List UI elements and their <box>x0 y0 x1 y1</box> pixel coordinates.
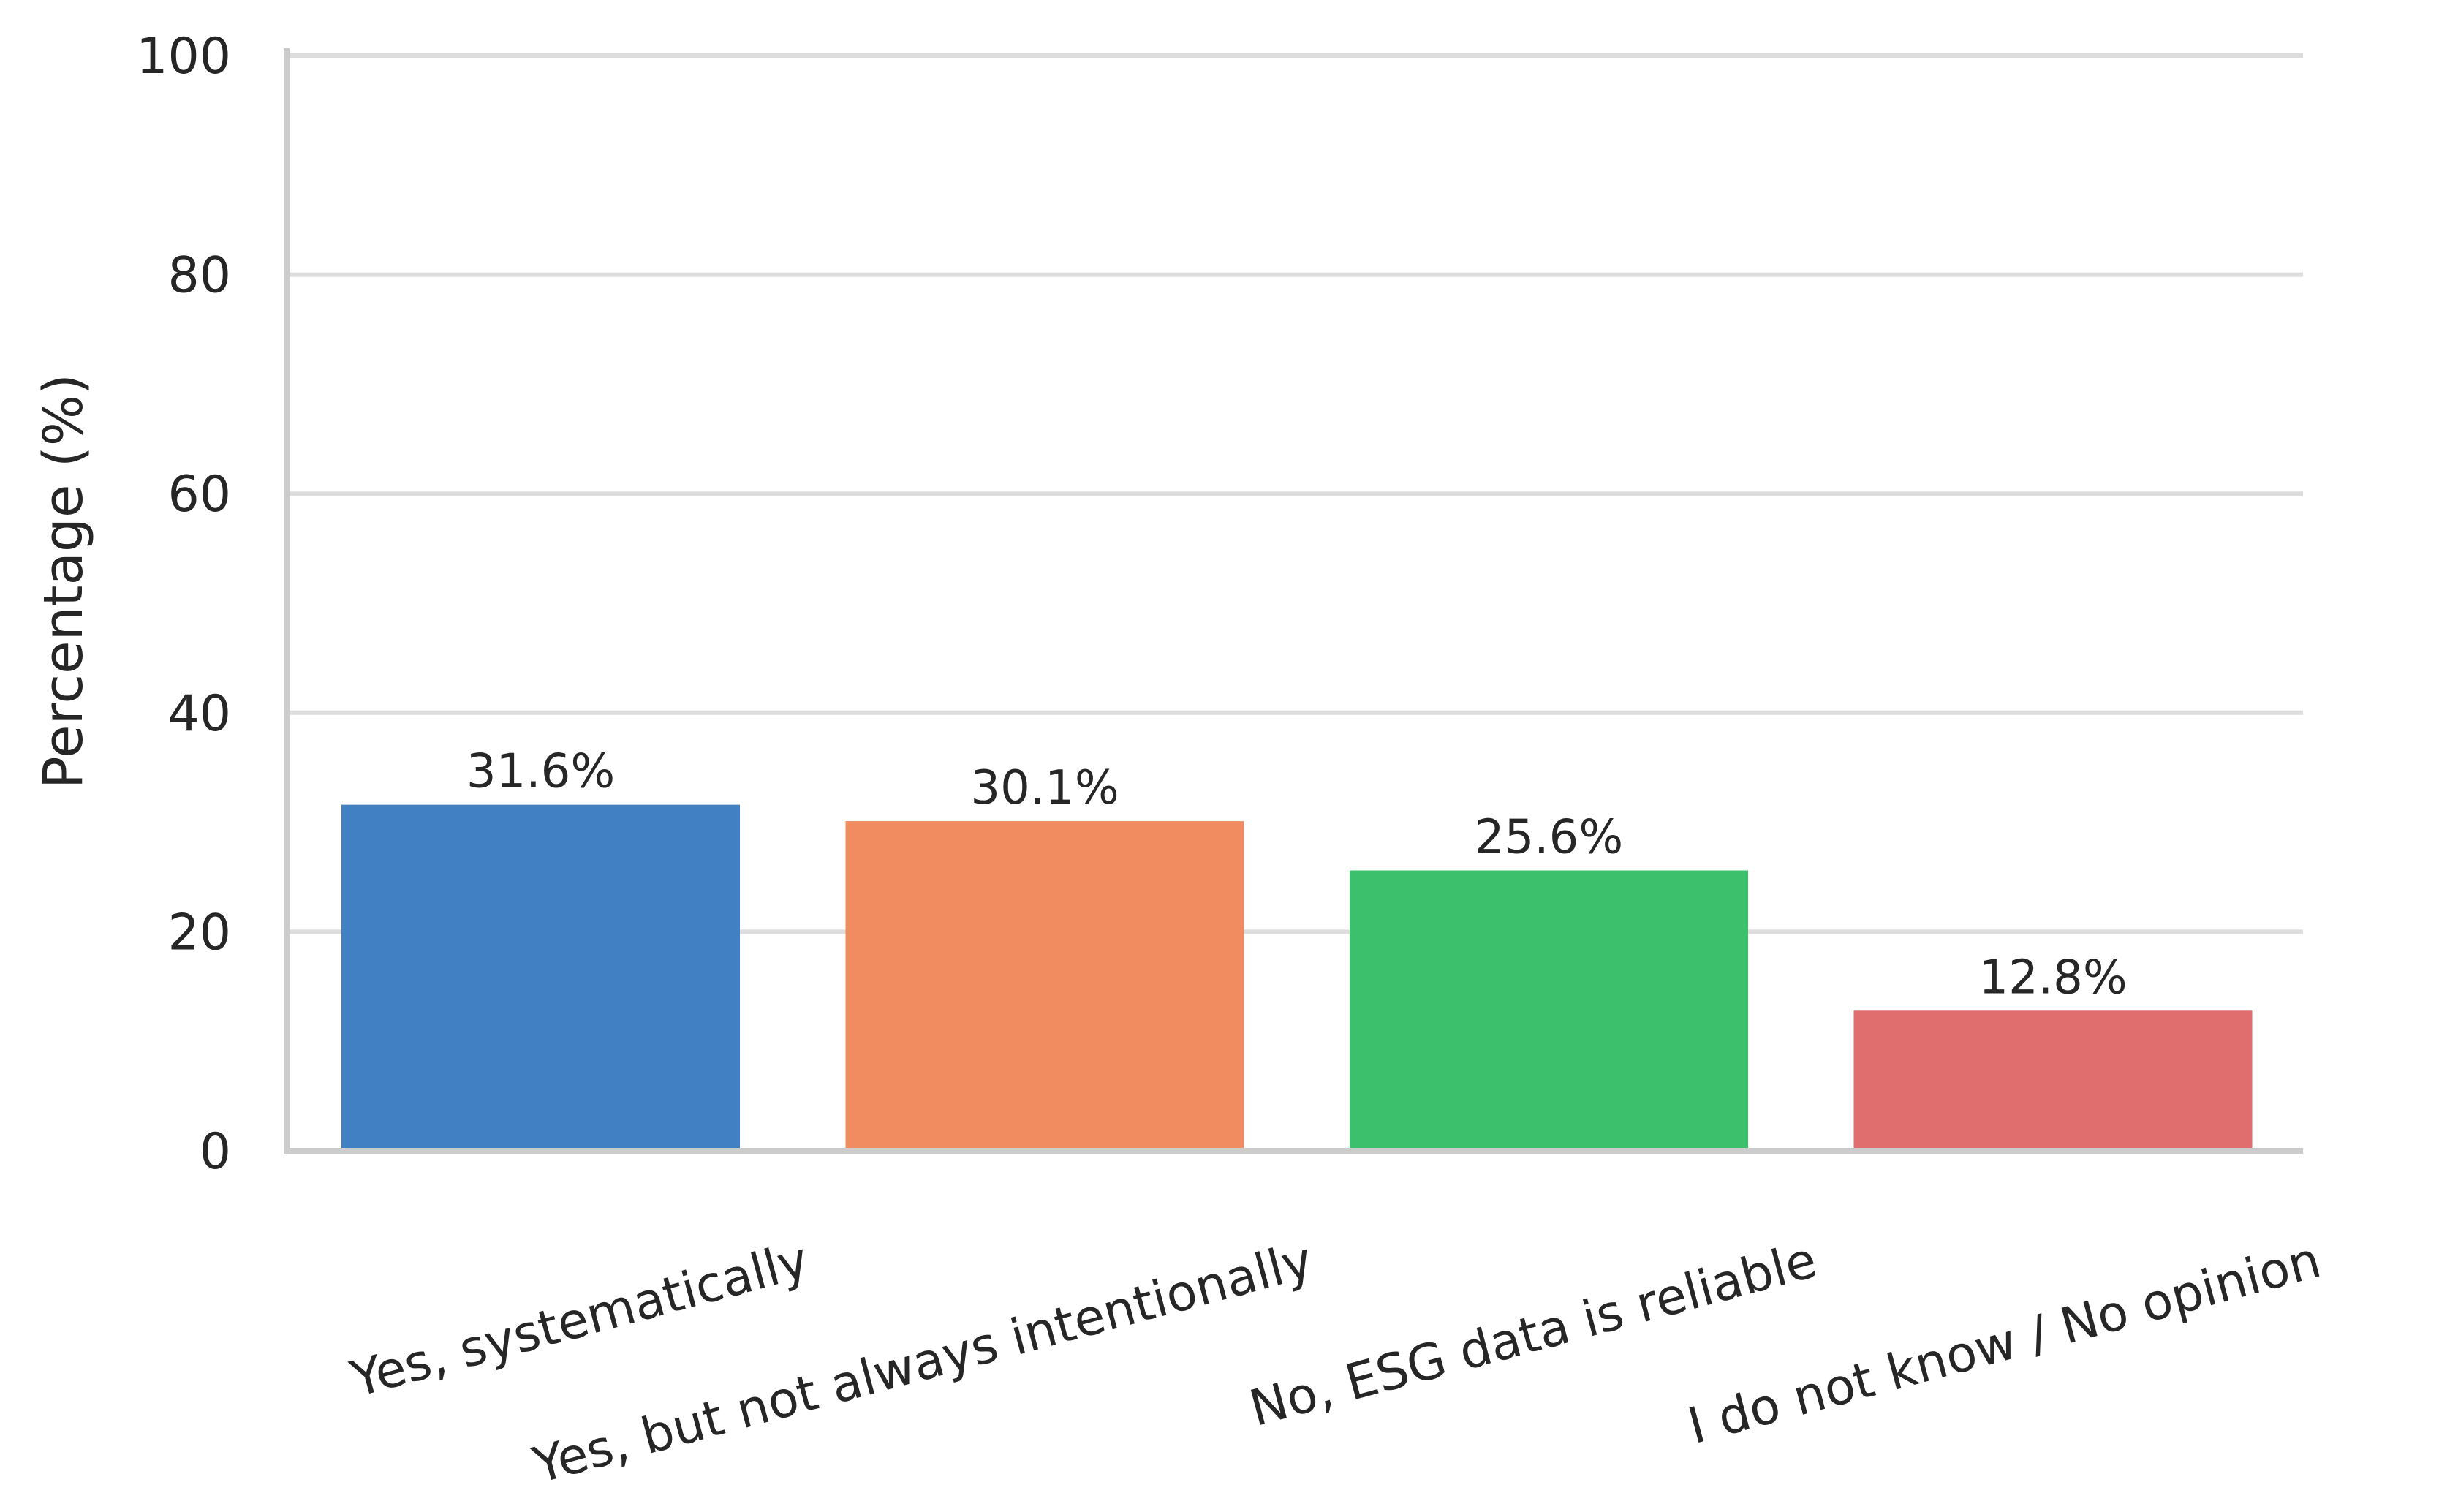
y-tick-label: 40 <box>167 685 231 743</box>
y-tick-label: 80 <box>167 247 231 305</box>
y-tick-label: 0 <box>200 1123 231 1181</box>
bar <box>1350 870 1748 1149</box>
bars <box>341 804 2253 1149</box>
bar <box>1853 1010 2253 1149</box>
bar-value-label: 25.6% <box>1475 811 1623 865</box>
y-tick-label: 100 <box>136 28 231 86</box>
x-category-label: Yes, but not always intentionally <box>526 1231 1318 1495</box>
y-tick-label: 20 <box>167 904 231 961</box>
bar-value-label: 30.1% <box>970 761 1119 815</box>
bar-value-label: 12.8% <box>1978 950 2127 1005</box>
y-tick-labels: 0 20 40 60 80 100 <box>136 28 231 1181</box>
bar-value-label: 31.6% <box>466 745 615 799</box>
gridlines <box>287 53 2303 934</box>
axes <box>284 48 2303 1154</box>
data-labels: 31.6% 30.1% 25.6% 12.8% <box>466 745 2128 1005</box>
y-tick-label: 60 <box>167 466 231 523</box>
bar <box>845 821 1244 1149</box>
bar <box>341 804 740 1149</box>
y-axis-title: Percentage (%) <box>32 374 95 789</box>
